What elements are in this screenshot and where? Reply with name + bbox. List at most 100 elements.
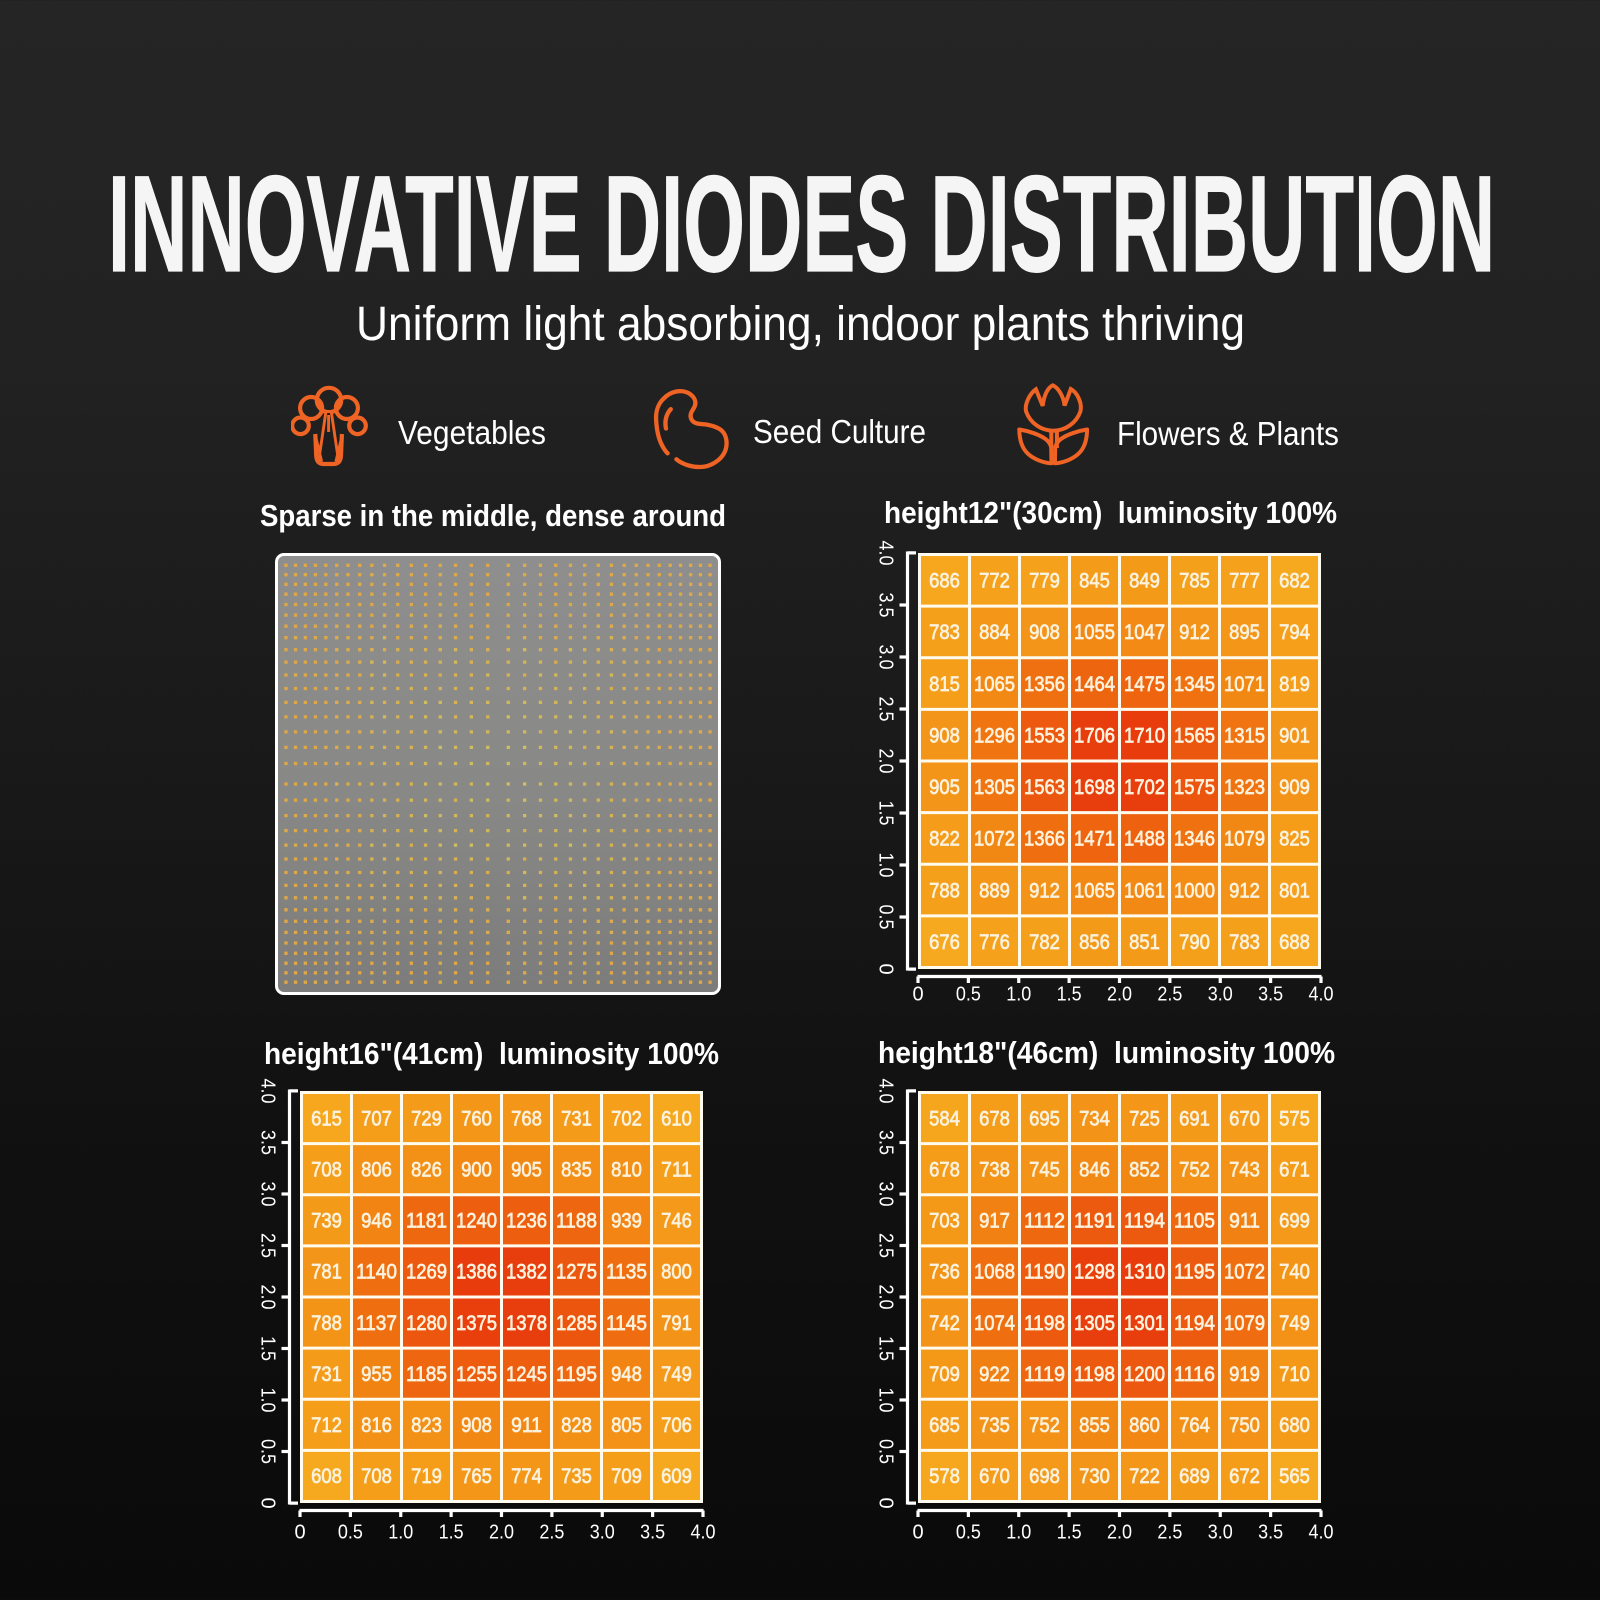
svg-text:810: 810 xyxy=(611,1158,642,1181)
svg-text:772: 772 xyxy=(979,570,1010,593)
svg-text:955: 955 xyxy=(361,1363,392,1386)
svg-text:752: 752 xyxy=(1029,1414,1060,1437)
svg-text:1055: 1055 xyxy=(1073,621,1114,644)
svg-text:917: 917 xyxy=(979,1210,1010,1233)
svg-text:670: 670 xyxy=(1229,1107,1260,1130)
svg-text:856: 856 xyxy=(1079,931,1110,954)
svg-text:1346: 1346 xyxy=(1173,828,1214,851)
svg-text:1298: 1298 xyxy=(1073,1261,1114,1284)
svg-text:1119: 1119 xyxy=(1023,1363,1064,1386)
svg-text:0.5: 0.5 xyxy=(955,984,980,1006)
svg-text:1.5: 1.5 xyxy=(257,1336,279,1361)
svg-text:774: 774 xyxy=(511,1465,542,1488)
svg-text:2.5: 2.5 xyxy=(257,1233,279,1258)
svg-text:1198: 1198 xyxy=(1073,1363,1114,1386)
svg-text:1475: 1475 xyxy=(1123,673,1164,696)
svg-text:919: 919 xyxy=(1229,1363,1260,1386)
svg-text:739: 739 xyxy=(311,1210,342,1233)
svg-text:1285: 1285 xyxy=(556,1312,597,1335)
svg-text:4.0: 4.0 xyxy=(257,1079,279,1104)
svg-text:742: 742 xyxy=(929,1312,960,1335)
svg-text:1245: 1245 xyxy=(506,1363,547,1386)
svg-text:1065: 1065 xyxy=(1073,879,1114,902)
svg-text:1195: 1195 xyxy=(1173,1261,1214,1284)
svg-text:1.0: 1.0 xyxy=(257,1388,279,1413)
svg-text:0: 0 xyxy=(874,1497,896,1508)
svg-text:710: 710 xyxy=(1279,1363,1310,1386)
svg-text:1145: 1145 xyxy=(606,1312,647,1335)
svg-text:731: 731 xyxy=(311,1363,342,1386)
svg-text:909: 909 xyxy=(1279,776,1310,799)
svg-text:819: 819 xyxy=(1279,673,1310,696)
svg-text:760: 760 xyxy=(461,1107,492,1130)
svg-text:1.0: 1.0 xyxy=(1006,984,1031,1006)
svg-text:734: 734 xyxy=(1079,1107,1110,1130)
svg-text:731: 731 xyxy=(561,1107,592,1130)
svg-text:816: 816 xyxy=(361,1414,392,1437)
svg-text:1315: 1315 xyxy=(1223,724,1264,747)
svg-text:911: 911 xyxy=(511,1414,542,1437)
svg-text:1000: 1000 xyxy=(1173,879,1214,902)
svg-text:1356: 1356 xyxy=(1023,673,1064,696)
svg-text:835: 835 xyxy=(561,1158,592,1181)
svg-text:1079: 1079 xyxy=(1223,828,1264,851)
svg-text:1.5: 1.5 xyxy=(1056,1522,1081,1544)
svg-text:946: 946 xyxy=(361,1210,392,1233)
svg-text:1140: 1140 xyxy=(356,1261,397,1284)
svg-text:912: 912 xyxy=(1229,879,1260,902)
svg-text:1275: 1275 xyxy=(556,1261,597,1284)
svg-text:1382: 1382 xyxy=(506,1261,547,1284)
svg-text:788: 788 xyxy=(311,1312,342,1335)
svg-text:2.0: 2.0 xyxy=(257,1285,279,1310)
svg-text:794: 794 xyxy=(1279,621,1310,644)
svg-text:1079: 1079 xyxy=(1223,1312,1264,1335)
svg-text:0: 0 xyxy=(912,984,923,1006)
svg-text:1.0: 1.0 xyxy=(874,1388,896,1413)
svg-text:719: 719 xyxy=(411,1465,442,1488)
svg-text:777: 777 xyxy=(1229,570,1260,593)
svg-text:4.0: 4.0 xyxy=(874,541,896,566)
svg-text:608: 608 xyxy=(311,1465,342,1488)
svg-text:0: 0 xyxy=(257,1497,279,1508)
svg-text:0: 0 xyxy=(294,1522,305,1544)
svg-text:0.5: 0.5 xyxy=(338,1522,363,1544)
svg-text:1112: 1112 xyxy=(1023,1210,1064,1233)
svg-text:2.5: 2.5 xyxy=(1157,984,1182,1006)
svg-text:1375: 1375 xyxy=(456,1312,497,1335)
svg-text:788: 788 xyxy=(929,879,960,902)
svg-text:1072: 1072 xyxy=(1223,1261,1264,1284)
svg-text:1269: 1269 xyxy=(406,1261,447,1284)
svg-text:722: 722 xyxy=(1129,1465,1160,1488)
svg-text:1301: 1301 xyxy=(1123,1312,1164,1335)
svg-text:1185: 1185 xyxy=(406,1363,447,1386)
svg-text:672: 672 xyxy=(1229,1465,1260,1488)
svg-text:823: 823 xyxy=(411,1414,442,1437)
svg-text:860: 860 xyxy=(1129,1414,1160,1437)
svg-text:0: 0 xyxy=(912,1522,923,1544)
svg-text:3.5: 3.5 xyxy=(1258,984,1283,1006)
svg-text:791: 791 xyxy=(661,1312,692,1335)
svg-text:671: 671 xyxy=(1279,1158,1310,1181)
svg-text:781: 781 xyxy=(311,1261,342,1284)
svg-text:1280: 1280 xyxy=(406,1312,447,1335)
svg-text:1255: 1255 xyxy=(456,1363,497,1386)
svg-text:1553: 1553 xyxy=(1023,724,1064,747)
svg-text:1.0: 1.0 xyxy=(1006,1522,1031,1544)
svg-text:805: 805 xyxy=(611,1414,642,1437)
svg-text:689: 689 xyxy=(1179,1465,1210,1488)
svg-text:745: 745 xyxy=(1029,1158,1060,1181)
svg-text:908: 908 xyxy=(929,724,960,747)
svg-text:3.5: 3.5 xyxy=(874,593,896,618)
svg-text:584: 584 xyxy=(929,1107,960,1130)
svg-text:2.0: 2.0 xyxy=(874,1285,896,1310)
svg-text:578: 578 xyxy=(929,1465,960,1488)
svg-text:1563: 1563 xyxy=(1023,776,1064,799)
svg-text:4.0: 4.0 xyxy=(1308,984,1333,1006)
svg-text:670: 670 xyxy=(979,1465,1010,1488)
svg-text:725: 725 xyxy=(1129,1107,1160,1130)
svg-text:1296: 1296 xyxy=(973,724,1014,747)
svg-text:699: 699 xyxy=(1279,1210,1310,1233)
svg-text:685: 685 xyxy=(929,1414,960,1437)
svg-text:1072: 1072 xyxy=(973,828,1014,851)
svg-text:678: 678 xyxy=(979,1107,1010,1130)
